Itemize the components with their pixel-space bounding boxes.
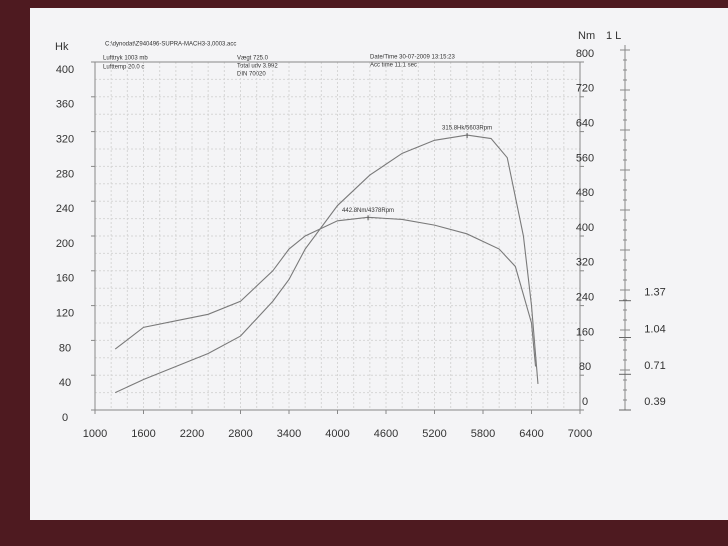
file-name: C:\dynodat\Z940496-SUPRA-MACH3-3,0003.ac… (105, 42, 236, 48)
y-tick-label: 160 (56, 273, 74, 285)
y-tick-label: 360 (56, 99, 74, 111)
y2-tick-label: 240 (576, 292, 594, 304)
info: Total udv 3.992 (237, 64, 278, 70)
x-tick-label: 2200 (180, 428, 204, 440)
info: Lufttryk 1003 mb (103, 56, 148, 62)
y2-tick-label: 320 (576, 257, 594, 269)
info: Lufttemp 20.0 c (103, 65, 144, 71)
annotation: 442.8Nm/4378Rpm (342, 208, 394, 214)
y3-tick-label: 0.71 (644, 360, 665, 372)
y-tick-label: 40 (59, 377, 71, 389)
y2-axis-label: Nm (578, 30, 595, 42)
x-tick-label: 2800 (228, 428, 252, 440)
y2-tick-label: 480 (576, 187, 594, 199)
y-tick-label: 80 (59, 342, 71, 354)
x-tick-label: 4600 (374, 428, 398, 440)
y2-tick-label: 800 (576, 48, 594, 60)
y3-tick-label: 0.39 (644, 396, 665, 408)
y2-tick-label: 560 (576, 152, 594, 164)
y-axis-label: Hk (55, 41, 69, 53)
y2-tick-label: 640 (576, 118, 594, 130)
info: Date/Time 30-07-2009 13:15:23 (370, 55, 455, 61)
x-tick-label: 6400 (519, 428, 543, 440)
y-tick-label: 320 (56, 134, 74, 146)
y-tick-label: 0 (62, 412, 68, 424)
y-tick-label: 240 (56, 203, 74, 215)
x-tick-label: 3400 (277, 428, 301, 440)
y2-tick-label: 80 (579, 361, 591, 373)
annotation: 315.8Hk/5603Rpm (442, 126, 492, 132)
x-tick-label: 7000 (568, 428, 592, 440)
y-tick-label: 200 (56, 238, 74, 250)
y-tick-label: 280 (56, 168, 74, 180)
y3-tick-label: 1.04 (644, 323, 665, 335)
info: Vægt 725.0 (237, 56, 269, 62)
y-tick-label: 120 (56, 308, 74, 320)
y3-axis-label: 1 L (606, 30, 621, 42)
x-tick-label: 1600 (131, 428, 155, 440)
paper (30, 8, 728, 520)
y2-tick-label: 720 (576, 83, 594, 95)
y2-tick-label: 400 (576, 222, 594, 234)
y-tick-label: 400 (56, 64, 74, 76)
y2-tick-label: 160 (576, 326, 594, 338)
line (114, 216, 537, 367)
info: DIN 70020 (237, 72, 266, 78)
x-tick-label: 4000 (325, 428, 349, 440)
line (114, 134, 539, 394)
y2-tick-label: 0 (582, 396, 588, 408)
x-tick-label: 5800 (471, 428, 495, 440)
info: Acc time 11.1 sec (370, 63, 417, 69)
x-tick-label: 5200 (422, 428, 446, 440)
y3-tick-label: 1.37 (644, 287, 665, 299)
x-tick-label: 1000 (83, 428, 107, 440)
